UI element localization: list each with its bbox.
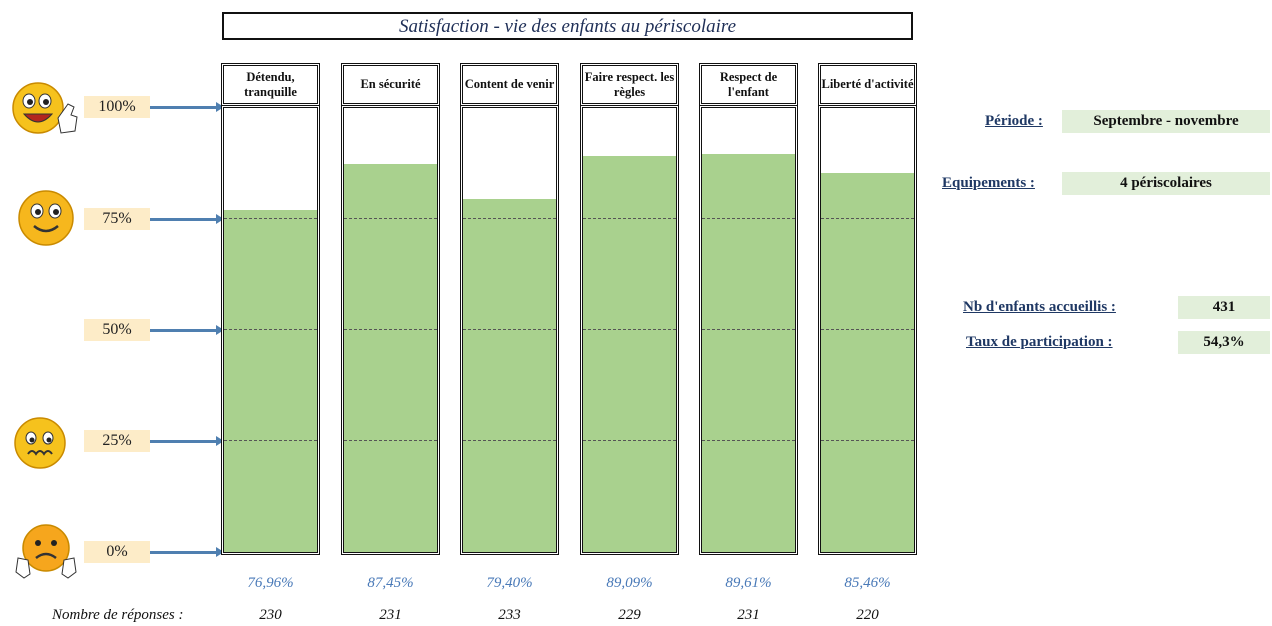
bar-frame (818, 105, 917, 555)
taux-label: Taux de participation : (966, 334, 1113, 350)
enfants-value: 431 (1178, 296, 1270, 319)
gridline (583, 218, 676, 219)
gridline (821, 218, 914, 219)
chart-title: Satisfaction - vie des enfants au périsc… (222, 12, 913, 40)
scale-arrow-75 (150, 214, 224, 224)
value-label: 89,09% (606, 575, 653, 591)
gridline (344, 218, 437, 219)
scale-arrow-25 (150, 436, 224, 446)
periode-value: Septembre - novembre (1062, 110, 1270, 133)
scale-arrow-50 (150, 325, 224, 335)
column-header: Respect de l'enfant (699, 63, 798, 106)
response-count: 229 (618, 607, 641, 623)
bar-frame (460, 105, 559, 555)
column-header: Détendu, tranquille (221, 63, 320, 106)
very-happy-thumbs-up-icon (12, 82, 78, 134)
taux-value: 54,3% (1178, 331, 1270, 354)
gridline (224, 440, 317, 441)
gridline (463, 440, 556, 441)
column-header: Faire respect. les règles (580, 63, 679, 106)
happy-face-icon (18, 190, 74, 246)
response-count: 230 (259, 607, 282, 623)
bar (583, 156, 676, 552)
gridline (702, 329, 795, 330)
gridline (583, 329, 676, 330)
equipements-label: Equipements : (942, 175, 1035, 191)
bar (821, 172, 914, 552)
bar (344, 163, 437, 552)
value-label: 76,96% (247, 575, 294, 591)
gridline (702, 440, 795, 441)
gridline (702, 218, 795, 219)
value-label: 89,61% (725, 575, 772, 591)
bar-frame (699, 105, 798, 555)
gridline (821, 329, 914, 330)
enfants-label: Nb d'enfants accueillis : (963, 299, 1116, 315)
scale-label-25: 25% (84, 430, 150, 452)
scale-arrow-100 (150, 102, 224, 112)
sad-thumbs-down-icon (15, 524, 77, 579)
scale-label-0: 0% (84, 541, 150, 563)
gridline (821, 440, 914, 441)
scale-label-50: 50% (84, 319, 150, 341)
gridline (583, 440, 676, 441)
bar (702, 154, 795, 552)
bar (463, 199, 556, 552)
bar-frame (580, 105, 679, 555)
gridline (224, 218, 317, 219)
gridline (463, 218, 556, 219)
gridline (344, 329, 437, 330)
responses-label: Nombre de réponses : (52, 607, 184, 623)
column-header: Liberté d'activité (818, 63, 917, 106)
value-label: 79,40% (486, 575, 533, 591)
response-count: 231 (737, 607, 760, 623)
scale-arrow-0 (150, 547, 224, 557)
gridline (344, 440, 437, 441)
bar-frame (221, 105, 320, 555)
bar-frame (341, 105, 440, 555)
column-header: En sécurité (341, 63, 440, 106)
column-header: Content de venir (460, 63, 559, 106)
equipements-value: 4 périscolaires (1062, 172, 1270, 195)
periode-label: Période : (985, 113, 1043, 129)
value-label: 87,45% (367, 575, 414, 591)
gridline (224, 329, 317, 330)
scale-label-75: 75% (84, 208, 150, 230)
response-count: 233 (498, 607, 521, 623)
response-count: 220 (856, 607, 879, 623)
response-count: 231 (379, 607, 402, 623)
scale-label-100: 100% (84, 96, 150, 118)
bar (224, 210, 317, 552)
value-label: 85,46% (844, 575, 891, 591)
worried-face-icon (14, 417, 66, 469)
gridline (463, 329, 556, 330)
